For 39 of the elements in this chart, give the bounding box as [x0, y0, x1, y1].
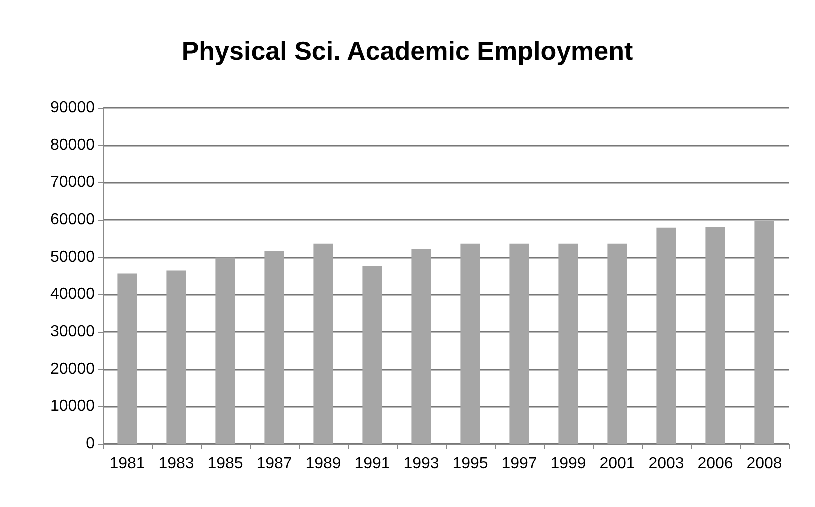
y-tick-label: 40000: [50, 286, 96, 304]
x-tick-label: 1985: [208, 456, 244, 472]
bar: [460, 244, 480, 444]
bar: [264, 250, 284, 444]
bar: [706, 227, 726, 444]
y-tick-label: 10000: [50, 398, 96, 416]
y-tick-label: 50000: [50, 248, 96, 266]
bar: [216, 258, 236, 444]
y-tick-label: 60000: [50, 212, 96, 228]
bar: [754, 221, 774, 444]
x-tick-label: 1981: [110, 456, 146, 472]
x-tick-label: 1997: [502, 456, 538, 472]
bar: [608, 244, 628, 444]
y-tick-label: 90000: [50, 100, 96, 116]
x-tick-label: 1999: [550, 456, 586, 472]
bar: [166, 270, 186, 444]
bar: [558, 244, 578, 444]
bar: [412, 249, 432, 444]
chart-title: Physical Sci. Academic Employment: [182, 36, 634, 66]
bar: [362, 266, 382, 444]
x-tick-label: 2001: [600, 456, 636, 472]
bar: [118, 274, 138, 444]
x-tick-label: 1995: [452, 456, 488, 472]
bar: [510, 244, 530, 444]
x-tick-label: 2008: [746, 456, 782, 472]
x-tick-label: 1983: [158, 456, 194, 472]
x-tick-label: 2003: [648, 456, 684, 472]
x-tick-label: 1987: [256, 456, 292, 472]
x-tick-label: 1991: [354, 456, 390, 472]
y-tick-label: 30000: [50, 324, 96, 340]
x-tick-label: 1989: [306, 456, 342, 472]
y-tick-label: 0: [86, 436, 96, 452]
y-tick-label: 20000: [50, 360, 96, 378]
x-tick-label: 2006: [698, 456, 734, 472]
bar: [314, 244, 334, 444]
y-tick-label: 70000: [50, 174, 96, 192]
x-tick-label: 1993: [404, 456, 440, 472]
y-tick-label: 80000: [50, 136, 96, 154]
bar: [656, 228, 676, 444]
